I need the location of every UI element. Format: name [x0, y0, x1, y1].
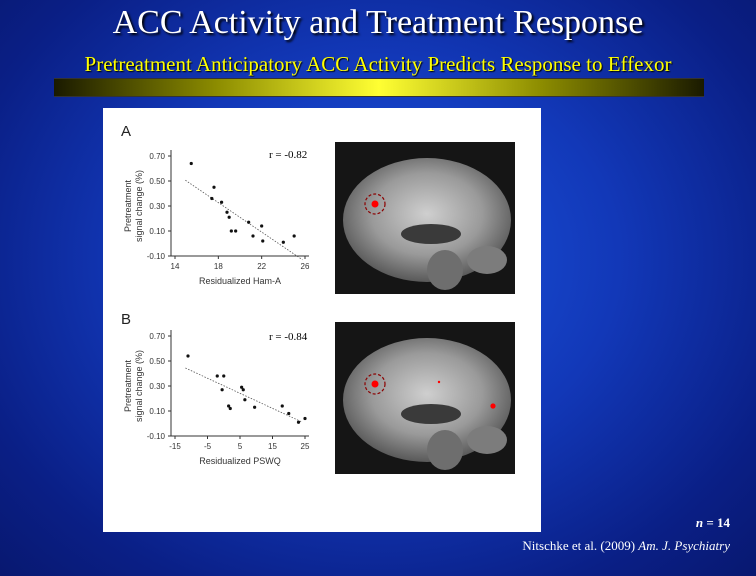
sample-size: n = 14 [640, 515, 730, 531]
figure-svg: A 0.70 0.50 0.30 0.10 -0.10 14 18 22 26 Residualiz… [103, 108, 541, 532]
panel-b-x-axis-label: Residualized PSWQ [199, 456, 281, 466]
panel-b-y-tick-label: 0.10 [149, 407, 165, 416]
panel-b-data-point [281, 404, 284, 407]
panel-a-activation-spot [372, 201, 379, 208]
panel-a-x-tick-label: 26 [301, 262, 310, 271]
panel-b-trendline [185, 368, 302, 422]
panel-a-r-value: r = -0.82 [269, 149, 307, 161]
panel-a-x-axis-label: Residualized Ham-A [199, 276, 281, 286]
panel-a-data-point [190, 162, 193, 165]
sample-size-n: n [696, 515, 703, 530]
sample-size-value: = 14 [706, 515, 730, 530]
panel-a-label: A [121, 123, 131, 140]
panel-b-y-tick-label: 0.30 [149, 382, 165, 391]
panel-b-activation-spot [490, 403, 495, 408]
citation-journal: Am. J. Psychiatry [638, 538, 730, 553]
panel-b-brainstem [427, 430, 463, 470]
panel-a-y-tick-label: 0.30 [149, 202, 165, 211]
slide-title: ACC Activity and Treatment Response [0, 4, 756, 42]
panel-b-y-tick-label: -0.10 [147, 432, 166, 441]
panel-b-activation-spot [438, 381, 440, 383]
panel-b-data-point [243, 398, 246, 401]
panel-b-data-point [303, 417, 306, 420]
panel-b-data-point [222, 374, 225, 377]
panel-b-r-value: r = -0.84 [269, 331, 308, 343]
panel-a-data-point [212, 186, 215, 189]
panel-a-y-axis-label: Pretreatment [123, 179, 133, 232]
panel-b-data-point [186, 354, 189, 357]
panel-a-data-point [230, 229, 233, 232]
panel-a-y-axis-label: signal change (%) [134, 170, 144, 242]
panel-b-data-point [297, 421, 300, 424]
panel-b-y-axis-label: Pretreatment [123, 359, 133, 412]
panel-b-y-tick-label: 0.70 [149, 332, 165, 341]
panel-a-data-point [251, 234, 254, 237]
panel-b-corpus-callosum [401, 404, 461, 424]
panel-b-x-tick-label: -15 [169, 442, 181, 451]
panel-a-data-point [210, 197, 213, 200]
panel-b-cerebellum [467, 426, 507, 454]
panel-a-data-point [260, 224, 263, 227]
slide-subtitle: Pretreatment Anticipatory ACC Activity P… [0, 52, 756, 77]
panel-a-corpus-callosum [401, 224, 461, 244]
figure-panel: A 0.70 0.50 0.30 0.10 -0.10 14 18 22 26 Residualiz… [103, 108, 541, 532]
citation-authors: Nitschke et al. (2009) [522, 538, 635, 553]
panel-a-x-tick-label: 18 [214, 262, 223, 271]
panel-a-data-point [225, 211, 228, 214]
divider-bar [54, 78, 704, 97]
panel-a-brainstem [427, 250, 463, 290]
panel-b-data-point [216, 374, 219, 377]
panel-b-label: B [121, 311, 131, 328]
panel-b-data-point [253, 406, 256, 409]
panel-b-x-tick-label: 15 [268, 442, 277, 451]
panel-a-data-point [247, 221, 250, 224]
panel-b-data-point [221, 388, 224, 391]
panel-b-data-point [287, 412, 290, 415]
citation: Nitschke et al. (2009) Am. J. Psychiatry [430, 538, 730, 554]
panel-b-y-axis-label: signal change (%) [134, 350, 144, 422]
panel-a-cerebellum [467, 246, 507, 274]
panel-a-y-tick-label: 0.70 [149, 152, 165, 161]
panel-b-data-point [242, 388, 245, 391]
panel-a-y-tick-label: 0.50 [149, 177, 165, 186]
panel-b-activation-spot [372, 381, 379, 388]
panel-a-data-point [261, 239, 264, 242]
panel-b-x-tick-label: 25 [301, 442, 310, 451]
panel-b-data-point [229, 407, 232, 410]
panel-a-data-point [220, 201, 223, 204]
panel-a-data-point [293, 234, 296, 237]
panel-b-y-tick-label: 0.50 [149, 357, 165, 366]
panel-a-data-point [228, 216, 231, 219]
panel-a-data-point [282, 241, 285, 244]
panel-b-x-tick-label: -5 [204, 442, 212, 451]
panel-a-data-point [234, 229, 237, 232]
panel-b-x-tick-label: 5 [238, 442, 243, 451]
panel-a-x-tick-label: 14 [171, 262, 180, 271]
panel-a-x-tick-label: 22 [257, 262, 266, 271]
panel-a-trendline [185, 180, 302, 259]
panel-a-y-tick-label: -0.10 [147, 252, 166, 261]
panel-a-y-tick-label: 0.10 [149, 227, 165, 236]
